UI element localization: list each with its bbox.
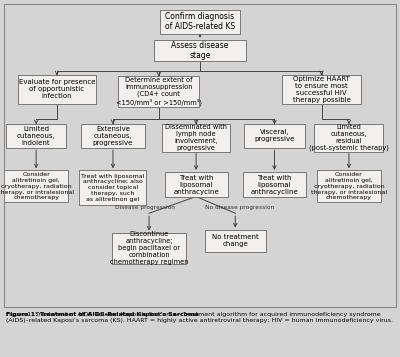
FancyBboxPatch shape bbox=[282, 75, 361, 104]
FancyBboxPatch shape bbox=[112, 233, 186, 264]
FancyBboxPatch shape bbox=[164, 172, 228, 197]
Text: Treat with liposomal
anthracycline; also
consider topical
therapy, such
as alitr: Treat with liposomal anthracycline; also… bbox=[81, 174, 145, 202]
Text: No treatment
change: No treatment change bbox=[212, 234, 259, 247]
Text: Treat with
liposomal
anthracycine: Treat with liposomal anthracycine bbox=[173, 175, 219, 195]
FancyBboxPatch shape bbox=[4, 170, 68, 202]
FancyBboxPatch shape bbox=[205, 230, 266, 252]
Text: No disease progression: No disease progression bbox=[205, 205, 274, 210]
FancyBboxPatch shape bbox=[82, 124, 144, 148]
FancyBboxPatch shape bbox=[160, 10, 240, 34]
Text: Confirm diagnosis
of AIDS-related KS: Confirm diagnosis of AIDS-related KS bbox=[165, 12, 235, 31]
FancyBboxPatch shape bbox=[314, 124, 384, 152]
Text: Disseminated with
lymph node
involvement,
progressive: Disseminated with lymph node involvement… bbox=[165, 124, 227, 151]
Text: Limited
cutaneous,
residual
(post-systemic therapy): Limited cutaneous, residual (post-system… bbox=[309, 124, 389, 151]
Text: Consider
alitretinoin gel,
cryotherapy, radiation
therapy, or intralesional
chem: Consider alitretinoin gel, cryotherapy, … bbox=[0, 172, 74, 200]
FancyBboxPatch shape bbox=[317, 170, 381, 202]
FancyBboxPatch shape bbox=[243, 172, 306, 197]
Text: Evaluate for presence
of opportunistic
infection: Evaluate for presence of opportunistic i… bbox=[19, 79, 95, 99]
FancyBboxPatch shape bbox=[80, 170, 146, 205]
Text: Visceral,
progressive: Visceral, progressive bbox=[254, 129, 295, 142]
FancyBboxPatch shape bbox=[18, 75, 96, 104]
Text: Disease progression: Disease progression bbox=[115, 205, 175, 210]
Text: Determine extent of
immunosuppression
(CD4+ count
<150/mm³ or >150/mm³): Determine extent of immunosuppression (C… bbox=[116, 77, 202, 106]
FancyBboxPatch shape bbox=[118, 76, 199, 107]
Text: Optimize HAART
to ensure most
successful HIV
therapy possible: Optimize HAART to ensure most successful… bbox=[292, 76, 350, 103]
Text: Assess disease
stage: Assess disease stage bbox=[171, 41, 229, 60]
Text: Limited
cutaneous,
indolent: Limited cutaneous, indolent bbox=[17, 126, 56, 146]
FancyBboxPatch shape bbox=[154, 40, 246, 61]
Text: Consider
alitretinoin gel,
cryotherapy, radiation
therapy, or intralesional
chem: Consider alitretinoin gel, cryotherapy, … bbox=[311, 172, 387, 200]
FancyBboxPatch shape bbox=[6, 124, 66, 148]
Text: Treat with
liposomal
anthracycline: Treat with liposomal anthracycline bbox=[251, 175, 298, 195]
Text: Discontinue
anthracycline;
begin paclitaxel or
combination
chemotherapy regimen: Discontinue anthracycline; begin paclita… bbox=[110, 231, 188, 266]
Text: Figure 1: Treatment of AIDS-Related Kaposi’s Sarcoma: Figure 1: Treatment of AIDS-Related Kapo… bbox=[6, 312, 199, 317]
FancyBboxPatch shape bbox=[244, 124, 305, 148]
Text: Extensive
cutaneous,
progressive: Extensive cutaneous, progressive bbox=[93, 126, 133, 146]
Text: Figure 1: Treatment of AIDS-Related Kaposi’s Sarcoma—Treatment algorithm for acq: Figure 1: Treatment of AIDS-Related Kapo… bbox=[6, 312, 393, 323]
FancyBboxPatch shape bbox=[162, 124, 230, 152]
